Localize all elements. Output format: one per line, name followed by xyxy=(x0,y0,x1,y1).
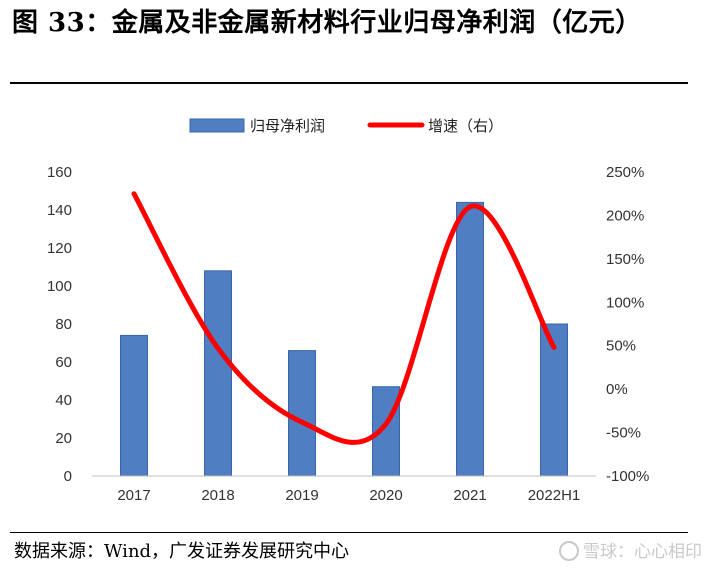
bar xyxy=(120,334,148,477)
y2-tick-label: 150% xyxy=(606,251,644,268)
x-tick-label: 2021 xyxy=(453,487,486,504)
chart: 归母净利润 增速（右） 0 20 40 60 80 100 120 140 160 -100% -50… xyxy=(47,117,649,504)
chart-title: 图 33：金属及非金属新材料行业归母净利润（亿元） xyxy=(12,8,642,38)
bar xyxy=(456,201,484,477)
legend-line-label: 增速（右） xyxy=(428,117,503,135)
title-divider xyxy=(10,82,688,84)
y2-tick-label: 0% xyxy=(606,381,628,398)
footer-divider xyxy=(10,532,688,533)
legend: 归母净利润 增速（右） xyxy=(189,117,503,135)
y-tick-label: 60 xyxy=(55,354,72,371)
bar xyxy=(204,270,232,477)
y2-tick-label: 100% xyxy=(606,294,644,311)
y2-tick-label: 50% xyxy=(606,338,636,355)
legend-bar-swatch xyxy=(189,118,245,133)
bar xyxy=(288,350,316,477)
x-tick-label: 2018 xyxy=(201,487,234,504)
source-note: 数据来源：Wind，广发证券发展研究中心 xyxy=(14,541,350,562)
axes: 0 20 40 60 80 100 120 140 160 -100% -50% 0% 50% 100% 1… xyxy=(47,164,649,504)
x-tick-label: 2020 xyxy=(369,487,402,504)
growth-line xyxy=(131,191,557,445)
y2-tick-label: 200% xyxy=(606,207,644,224)
y-tick-label: 20 xyxy=(55,430,72,447)
y-tick-label: 160 xyxy=(47,164,72,181)
y-tick-label: 40 xyxy=(55,392,72,409)
y-tick-label: 120 xyxy=(47,240,72,257)
x-tick-label: 2017 xyxy=(117,487,150,504)
y-tick-label: 100 xyxy=(47,278,72,295)
legend-bar-label: 归母净利润 xyxy=(250,117,325,135)
snowball-logo-icon xyxy=(559,541,579,561)
y2-tick-label: -100% xyxy=(606,468,649,485)
x-tick-label: 2022H1 xyxy=(528,487,581,504)
x-tick-label: 2019 xyxy=(285,487,318,504)
watermark-text: 雪球：心心相印 xyxy=(583,542,702,562)
y-tick-label: 80 xyxy=(55,316,72,333)
watermark: 雪球：心心相印 xyxy=(559,540,702,564)
y-tick-label: 0 xyxy=(64,468,72,485)
y-tick-label: 140 xyxy=(47,202,72,219)
growth-line-layer xyxy=(131,191,557,445)
y2-tick-label: -50% xyxy=(606,425,641,442)
bars xyxy=(120,201,568,477)
y2-tick-label: 250% xyxy=(606,164,644,181)
